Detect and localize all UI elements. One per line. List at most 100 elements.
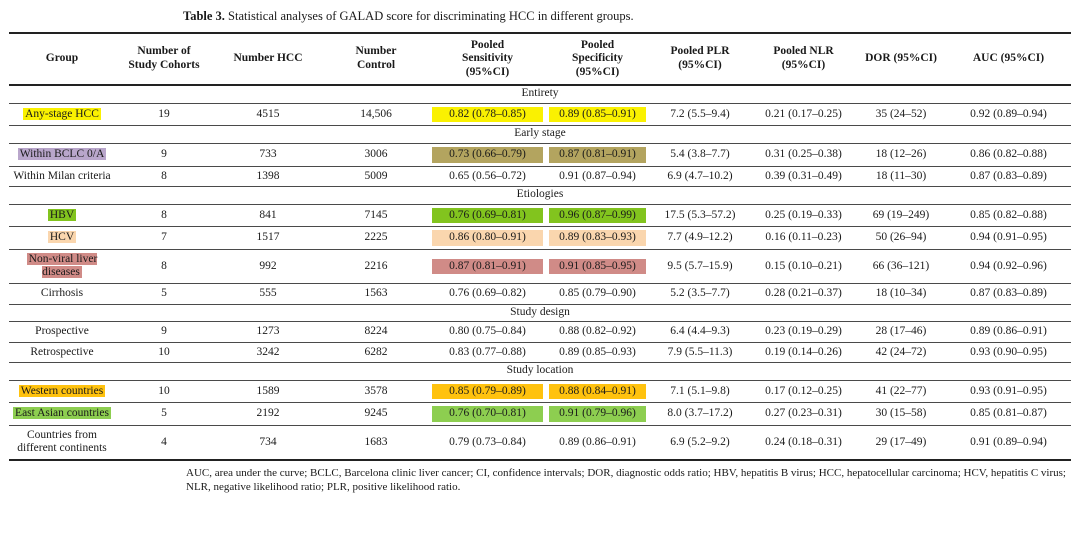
cell-auc-value: 0.93 (0.91–0.95) [970, 384, 1047, 397]
cell-cohorts-value: 5 [161, 286, 167, 299]
cell-hcc: 4515 [213, 103, 323, 126]
cell-group: Retrospective [9, 342, 115, 363]
cell-dor-value: 30 (15–58) [875, 407, 927, 420]
cell-sensitivity-value: 0.83 (0.77–0.88) [449, 345, 526, 358]
section-row: Entirety [9, 85, 1071, 104]
cell-specificity: 0.87 (0.81–0.91) [546, 144, 649, 167]
cell-dor-value: 18 (11–30) [875, 169, 927, 182]
section-header: Etiologies [516, 188, 564, 201]
cell-specificity-value: 0.89 (0.85–0.93) [559, 345, 636, 358]
cell-hcc: 733 [213, 144, 323, 167]
cell-cohorts-value: 4 [161, 435, 167, 448]
section-row: Early stage [9, 126, 1071, 144]
cell-plr: 17.5 (5.3–57.2) [649, 204, 751, 227]
cell-group: East Asian countries [9, 403, 115, 426]
cell-control: 3006 [323, 144, 429, 167]
cell-plr-value: 5.4 (3.8–7.7) [670, 148, 730, 160]
cell-cohorts: 9 [115, 322, 213, 343]
cell-auc: 0.89 (0.86–0.91) [946, 322, 1071, 343]
cell-group-value: East Asian countries [13, 407, 111, 420]
cell-group: Within BCLC 0/A [9, 144, 115, 167]
cell-nlr-value: 0.17 (0.12–0.25) [765, 384, 842, 397]
cell-dor: 50 (26–94) [856, 227, 946, 250]
cell-control-value: 1683 [364, 435, 388, 448]
cell-specificity-value: 0.89 (0.85–0.91) [549, 106, 646, 123]
cell-nlr: 0.31 (0.25–0.38) [751, 144, 856, 167]
cell-nlr: 0.17 (0.12–0.25) [751, 380, 856, 403]
cell-plr-value: 7.9 (5.5–11.3) [667, 345, 733, 358]
cell-plr-value: 6.9 (4.7–10.2) [667, 169, 733, 182]
cell-nlr-value: 0.39 (0.31–0.49) [765, 169, 842, 182]
cell-sensitivity: 0.82 (0.78–0.85) [429, 103, 546, 126]
section-row: Study location [9, 363, 1071, 381]
cell-sensitivity-value: 0.76 (0.69–0.82) [449, 286, 526, 299]
cell-hcc: 555 [213, 283, 323, 304]
cell-group-value: Cirrhosis [40, 286, 84, 299]
cell-cohorts: 10 [115, 342, 213, 363]
table-body: Entirety Any-stage HCC 19 4515 14,506 0.82 (0… [9, 85, 1071, 460]
section-header: Early stage [514, 127, 566, 140]
cell-specificity-value: 0.91 (0.79–0.96) [549, 406, 646, 422]
cell-sensitivity-value: 0.76 (0.70–0.81) [432, 406, 543, 422]
cell-plr: 7.2 (5.5–9.4) [649, 103, 751, 126]
cell-specificity-value: 0.96 (0.87–0.99) [549, 207, 646, 224]
cell-dor: 30 (15–58) [856, 403, 946, 426]
cell-plr-value: 7.2 (5.5–9.4) [670, 107, 730, 120]
section-header: Study design [510, 305, 570, 318]
header-row: Group Number of Study Cohorts Number HCC Nu… [9, 33, 1071, 86]
cell-sensitivity: 0.86 (0.80–0.91) [429, 227, 546, 250]
cell-auc: 0.87 (0.83–0.89) [946, 166, 1071, 187]
cell-plr-value: 17.5 (5.3–57.2) [664, 208, 736, 221]
cell-specificity-value: 0.88 (0.82–0.92) [559, 325, 636, 338]
cell-group: Within Milan criteria [9, 166, 115, 187]
cell-cohorts: 10 [115, 380, 213, 403]
table-row: Non-viral liver diseases 8 992 2216 0.87 (0.… [9, 249, 1071, 284]
cell-hcc-value: 1589 [256, 384, 280, 397]
cell-dor: 66 (36–121) [856, 249, 946, 283]
cell-cohorts-value: 7 [161, 231, 167, 244]
cell-plr-value: 9.5 (5.7–15.9) [667, 259, 733, 272]
cell-auc-value: 0.86 (0.82–0.88) [970, 148, 1047, 160]
cell-hcc-value: 1273 [256, 325, 280, 338]
cell-specificity-value: 0.89 (0.86–0.91) [559, 435, 636, 448]
cell-auc-value: 0.87 (0.83–0.89) [970, 169, 1047, 182]
cell-auc: 0.94 (0.91–0.95) [946, 227, 1071, 250]
column-header-group: Group [45, 52, 79, 65]
cell-nlr-value: 0.25 (0.19–0.33) [765, 208, 842, 221]
cell-control: 6282 [323, 342, 429, 363]
cell-control: 14,506 [323, 103, 429, 126]
cell-nlr: 0.16 (0.11–0.23) [751, 227, 856, 250]
cell-cohorts: 5 [115, 403, 213, 426]
cell-group-value: HCV [47, 231, 77, 244]
cell-specificity-value: 0.91 (0.85–0.95) [549, 258, 646, 275]
cell-cohorts-value: 10 [158, 384, 170, 397]
cell-group: Cirrhosis [9, 283, 115, 304]
cell-group-value: Within Milan criteria [13, 169, 111, 182]
cell-auc-value: 0.92 (0.89–0.94) [970, 107, 1047, 120]
cell-dor: 41 (22–77) [856, 380, 946, 403]
cell-nlr: 0.23 (0.19–0.29) [751, 322, 856, 343]
cell-cohorts: 8 [115, 204, 213, 227]
section-header: Entirety [521, 87, 559, 100]
cell-auc: 0.93 (0.90–0.95) [946, 342, 1071, 363]
cell-cohorts: 19 [115, 103, 213, 126]
cell-hcc-value: 4515 [256, 107, 280, 120]
table-caption: Table 3. Statistical analyses of GALAD s… [183, 9, 1070, 25]
cell-hcc-value: 3242 [256, 345, 280, 358]
cell-dor-value: 18 (10–34) [875, 286, 927, 299]
cell-hcc-value: 992 [259, 259, 277, 272]
cell-control-value: 3006 [364, 148, 388, 160]
cell-sensitivity: 0.65 (0.56–0.72) [429, 166, 546, 187]
cell-auc: 0.91 (0.89–0.94) [946, 425, 1071, 460]
cell-nlr-value: 0.21 (0.17–0.25) [765, 107, 842, 120]
cell-nlr: 0.21 (0.17–0.25) [751, 103, 856, 126]
cell-group-value: Retrospective [30, 345, 94, 358]
cell-control: 3578 [323, 380, 429, 403]
cell-auc: 0.86 (0.82–0.88) [946, 144, 1071, 167]
cell-nlr: 0.19 (0.14–0.26) [751, 342, 856, 363]
cell-control: 1563 [323, 283, 429, 304]
cell-plr: 9.5 (5.7–15.9) [649, 249, 751, 283]
cell-specificity-value: 0.89 (0.83–0.93) [549, 230, 646, 246]
table-row: Western countries 10 1589 3578 0.85 (0.79–0.… [9, 380, 1071, 403]
cell-auc-value: 0.85 (0.82–0.88) [970, 208, 1047, 221]
